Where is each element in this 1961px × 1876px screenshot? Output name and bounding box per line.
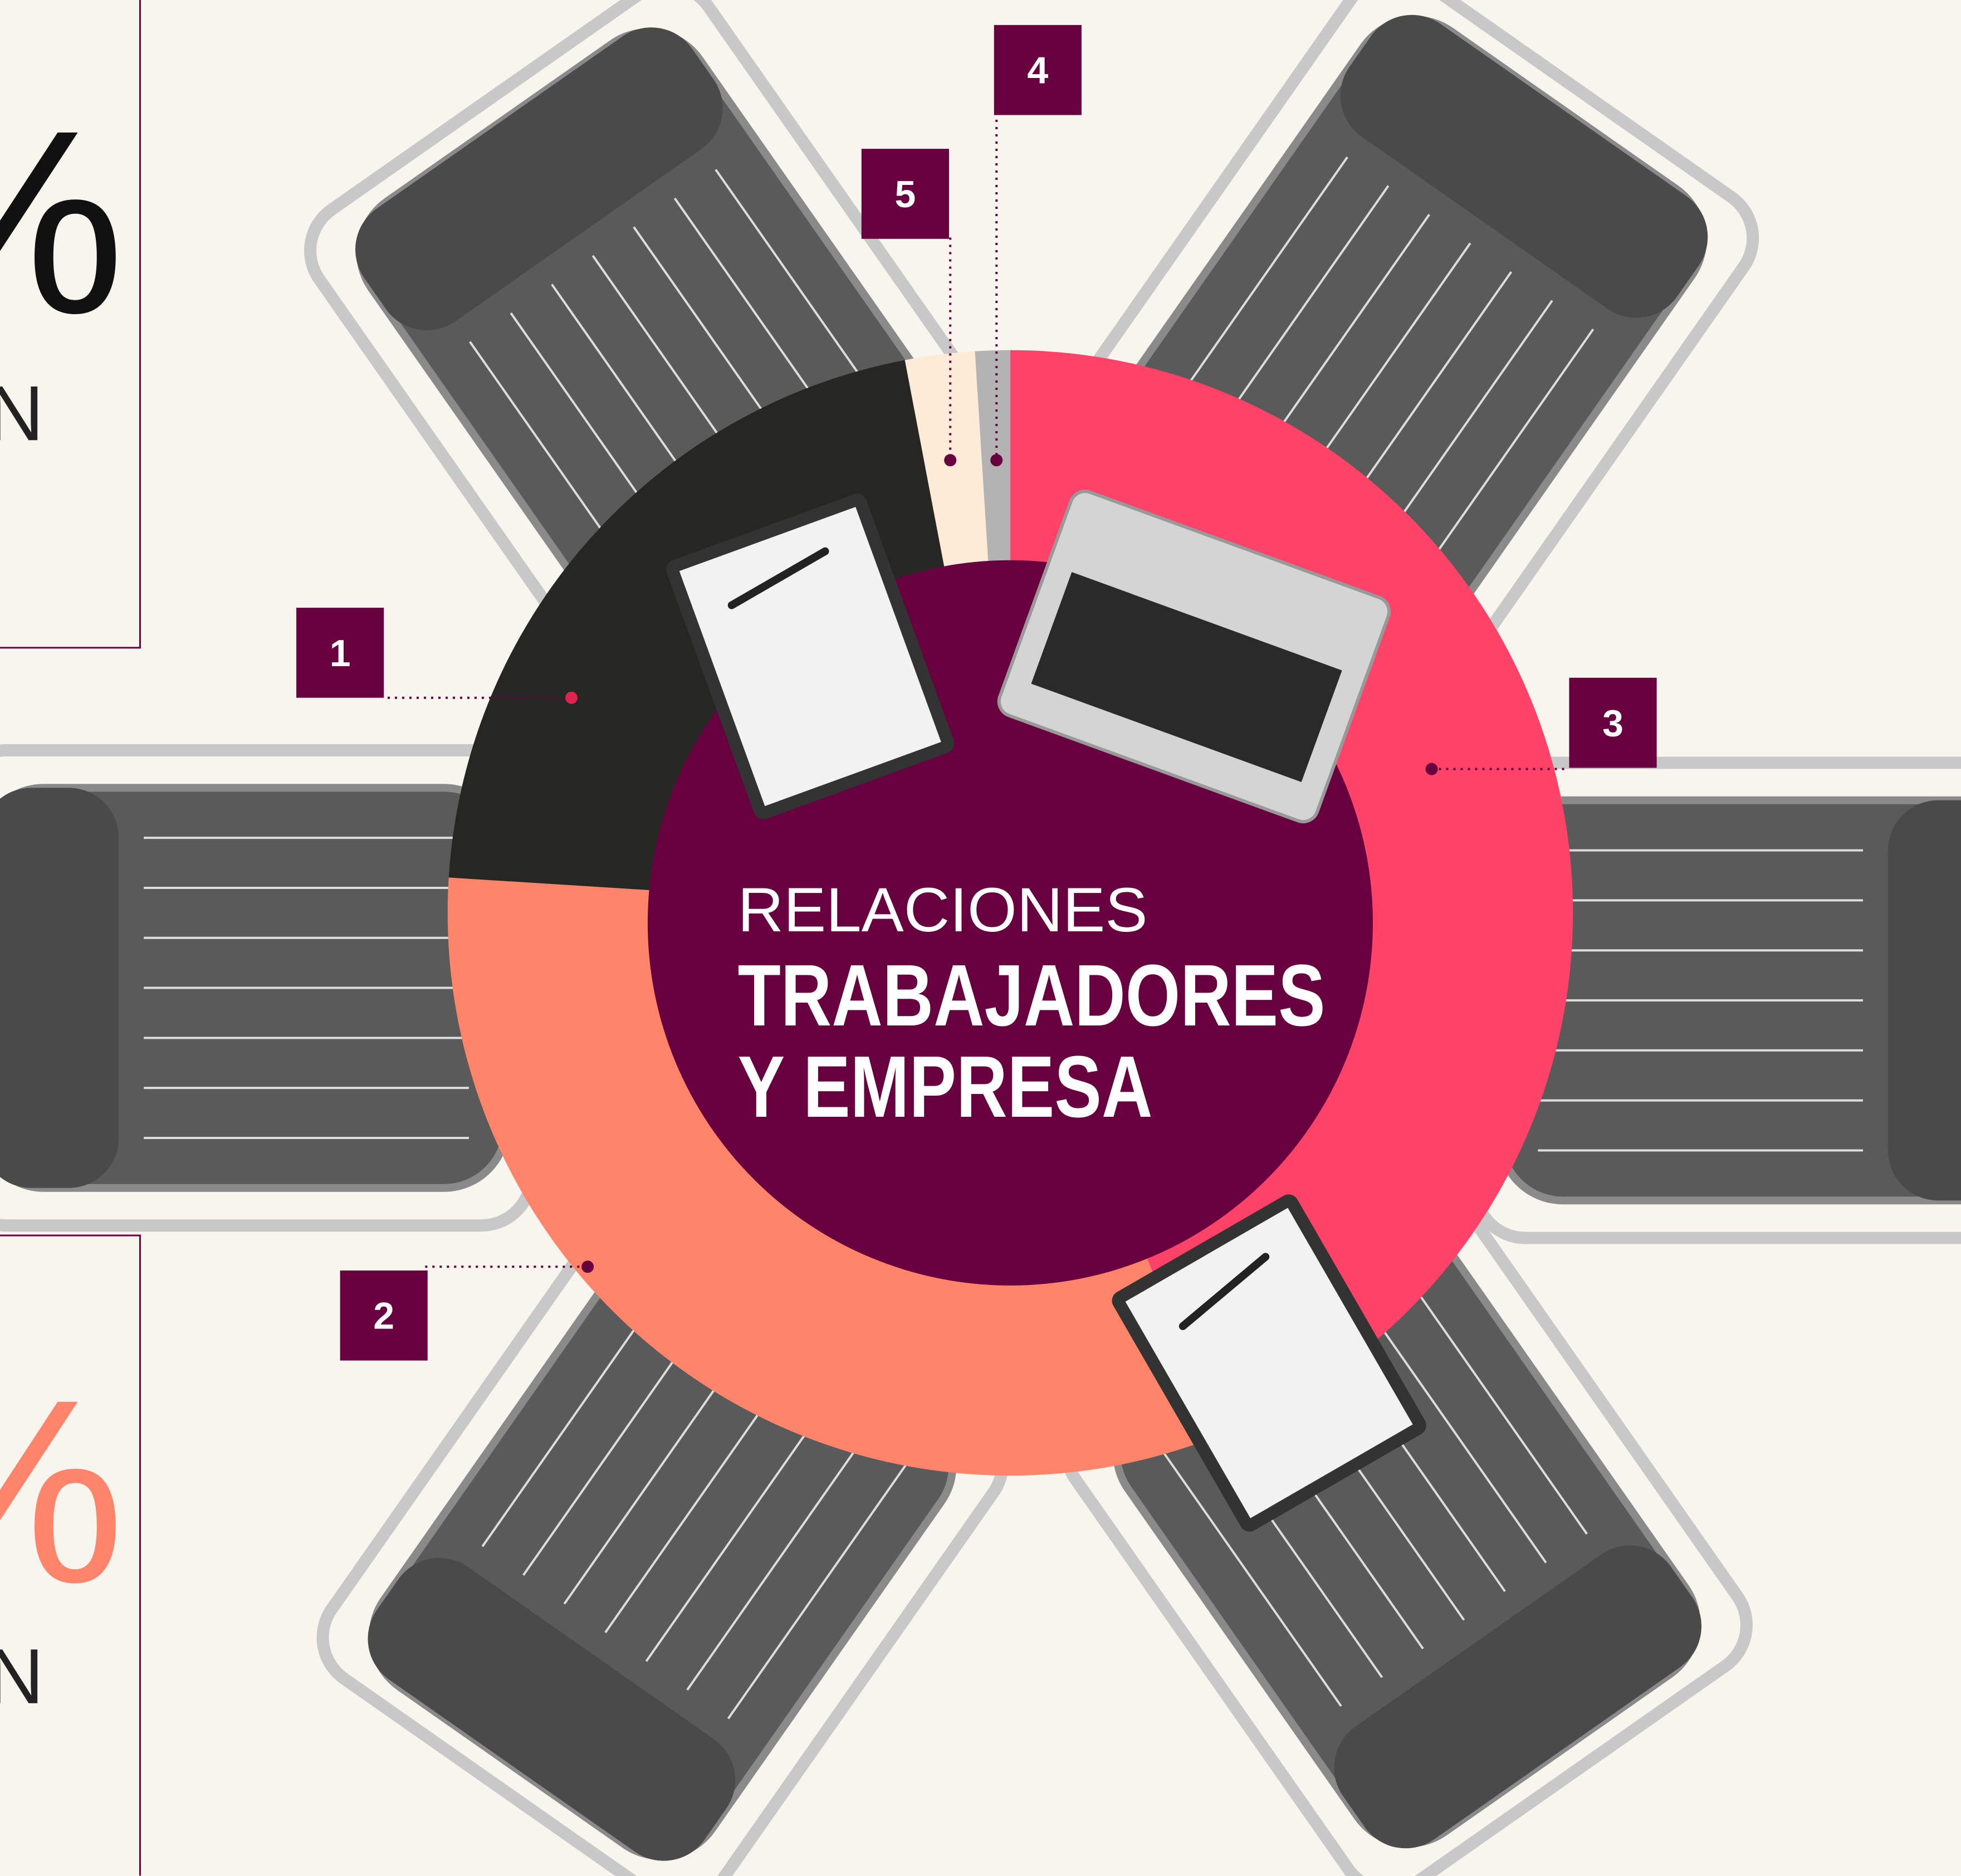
chair [0, 744, 538, 1232]
chair-back [1340, 14, 1708, 318]
chair-back [1334, 1545, 1702, 1849]
clipboard [666, 494, 955, 819]
panel-big-text: % [0, 1345, 125, 1638]
chair-stitch [727, 1452, 916, 1719]
callout-dot [1425, 763, 1438, 775]
panel-big-text: % [0, 76, 125, 368]
laptop-keys [1031, 572, 1342, 783]
panel-border [0, 0, 141, 649]
chair-stitch [645, 1394, 834, 1662]
panel-small-text: N [0, 1633, 44, 1720]
label-text: 4 [1027, 50, 1048, 92]
callout-dot [990, 454, 1003, 467]
center-title: TRABAJADORES [738, 947, 1326, 1044]
chair-stitch [686, 1423, 875, 1691]
label-box [1569, 677, 1657, 768]
label-text: 2 [373, 1295, 394, 1337]
chair-back [368, 1557, 736, 1861]
chair-stitch [1399, 1267, 1588, 1535]
chair-back [355, 27, 723, 331]
callout-dot [944, 454, 957, 467]
panel-small-text: N [0, 369, 44, 457]
center-title: RELACIONES [738, 875, 1148, 945]
pen [727, 547, 829, 609]
clipboard [1112, 1194, 1426, 1532]
label-box [861, 149, 949, 239]
laptop [997, 490, 1391, 824]
callout-dot [565, 691, 578, 704]
clipboard-paper [1125, 1208, 1413, 1518]
label-box [994, 25, 1082, 115]
label-text: 3 [1602, 702, 1623, 745]
chair-back [0, 788, 119, 1188]
callout-dot [581, 1261, 594, 1273]
label-box [296, 608, 384, 698]
chair-stitch [1160, 156, 1348, 424]
label-box [340, 1270, 428, 1361]
panel-border [0, 1234, 141, 1876]
center-title: Y EMPRESA [738, 1038, 1153, 1136]
chair-back [1887, 800, 1961, 1201]
label-text: 1 [330, 632, 351, 675]
label-text: 5 [894, 173, 916, 216]
chair-stitch [1358, 1296, 1547, 1564]
pen [1178, 1253, 1270, 1330]
chair-stitch [1153, 1439, 1342, 1707]
clipboard-paper [679, 507, 941, 807]
